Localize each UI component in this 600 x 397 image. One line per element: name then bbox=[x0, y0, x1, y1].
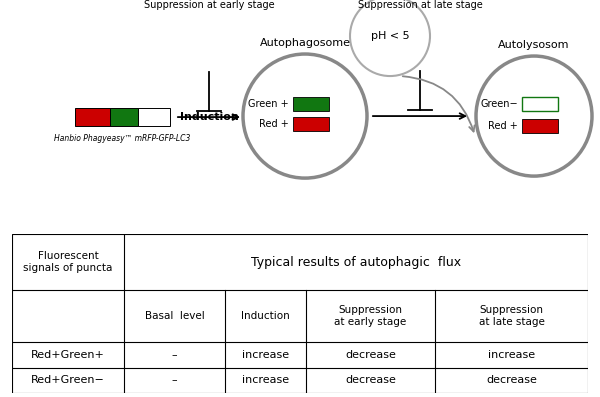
Text: Induction: Induction bbox=[241, 311, 290, 321]
Text: Induction: Induction bbox=[179, 112, 238, 122]
Text: Red+Green−: Red+Green− bbox=[31, 375, 105, 385]
Text: Autolysosom: Autolysosom bbox=[498, 40, 570, 50]
Text: increase: increase bbox=[242, 375, 289, 385]
Text: Red+Green+: Red+Green+ bbox=[31, 350, 105, 360]
Text: Autophagosome: Autophagosome bbox=[260, 38, 350, 48]
Text: Suppression at early stage: Suppression at early stage bbox=[143, 0, 274, 10]
Bar bbox=[75, 108, 110, 126]
Text: decrease: decrease bbox=[345, 350, 396, 360]
Text: pH < 5: pH < 5 bbox=[371, 31, 409, 41]
Text: Suppression at late stage: Suppression at late stage bbox=[358, 0, 482, 10]
Text: Red +: Red + bbox=[259, 119, 289, 129]
Text: increase: increase bbox=[242, 350, 289, 360]
Bar bbox=[138, 108, 170, 126]
Text: Basal  level: Basal level bbox=[145, 311, 205, 321]
Text: Green−: Green− bbox=[481, 99, 518, 109]
Text: Suppression
at late stage: Suppression at late stage bbox=[479, 305, 545, 327]
Text: decrease: decrease bbox=[486, 375, 537, 385]
Bar bbox=[522, 119, 558, 133]
Text: decrease: decrease bbox=[345, 375, 396, 385]
Bar bbox=[293, 117, 329, 131]
Text: Fluorescent
signals of puncta: Fluorescent signals of puncta bbox=[23, 251, 113, 273]
Text: increase: increase bbox=[488, 350, 535, 360]
Text: Typical results of autophagic  flux: Typical results of autophagic flux bbox=[251, 256, 461, 268]
Text: Hanbio Phagyeasy™ mRFP-GFP-LC3: Hanbio Phagyeasy™ mRFP-GFP-LC3 bbox=[55, 134, 191, 143]
Bar bbox=[522, 97, 558, 111]
Text: –: – bbox=[172, 375, 178, 385]
Bar bbox=[110, 108, 138, 126]
Text: –: – bbox=[172, 350, 178, 360]
Text: Green +: Green + bbox=[248, 99, 289, 109]
Text: Red +: Red + bbox=[488, 121, 518, 131]
Text: Suppression
at early stage: Suppression at early stage bbox=[334, 305, 407, 327]
Bar bbox=[293, 97, 329, 111]
